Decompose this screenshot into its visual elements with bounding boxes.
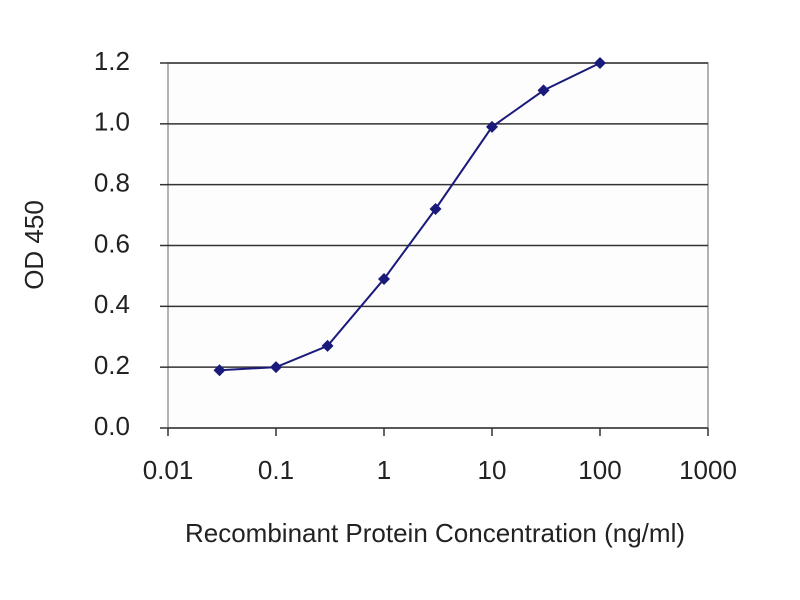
data-point	[429, 203, 442, 215]
x-tick-label: 0.01	[143, 455, 194, 485]
y-tick-label: 1.2	[94, 46, 130, 76]
x-tick-label: 10	[478, 455, 507, 485]
data-point	[486, 120, 498, 133]
y-tick-label: 0.2	[94, 350, 130, 380]
data-point	[537, 84, 550, 97]
data-point	[270, 361, 282, 374]
data-point	[213, 364, 226, 377]
x-tick-label: 1	[377, 455, 391, 485]
x-axis-title: Recombinant Protein Concentration (ng/ml…	[185, 518, 685, 548]
y-tick-label: 0.6	[94, 228, 130, 258]
x-tick-label: 100	[578, 455, 621, 485]
y-tick-label: 0.0	[94, 411, 130, 441]
x-tick-label: 1000	[679, 455, 737, 485]
y-tick-label: 0.8	[94, 168, 130, 198]
y-axis-title: OD 450	[19, 200, 49, 290]
data-point	[378, 272, 390, 285]
y-tick-label: 1.0	[94, 107, 130, 137]
y-tick-label: 0.4	[94, 289, 130, 319]
data-point	[321, 339, 334, 352]
data-line	[219, 62, 601, 372]
x-tick-label: 0.1	[258, 455, 294, 485]
data-point	[594, 57, 606, 69]
